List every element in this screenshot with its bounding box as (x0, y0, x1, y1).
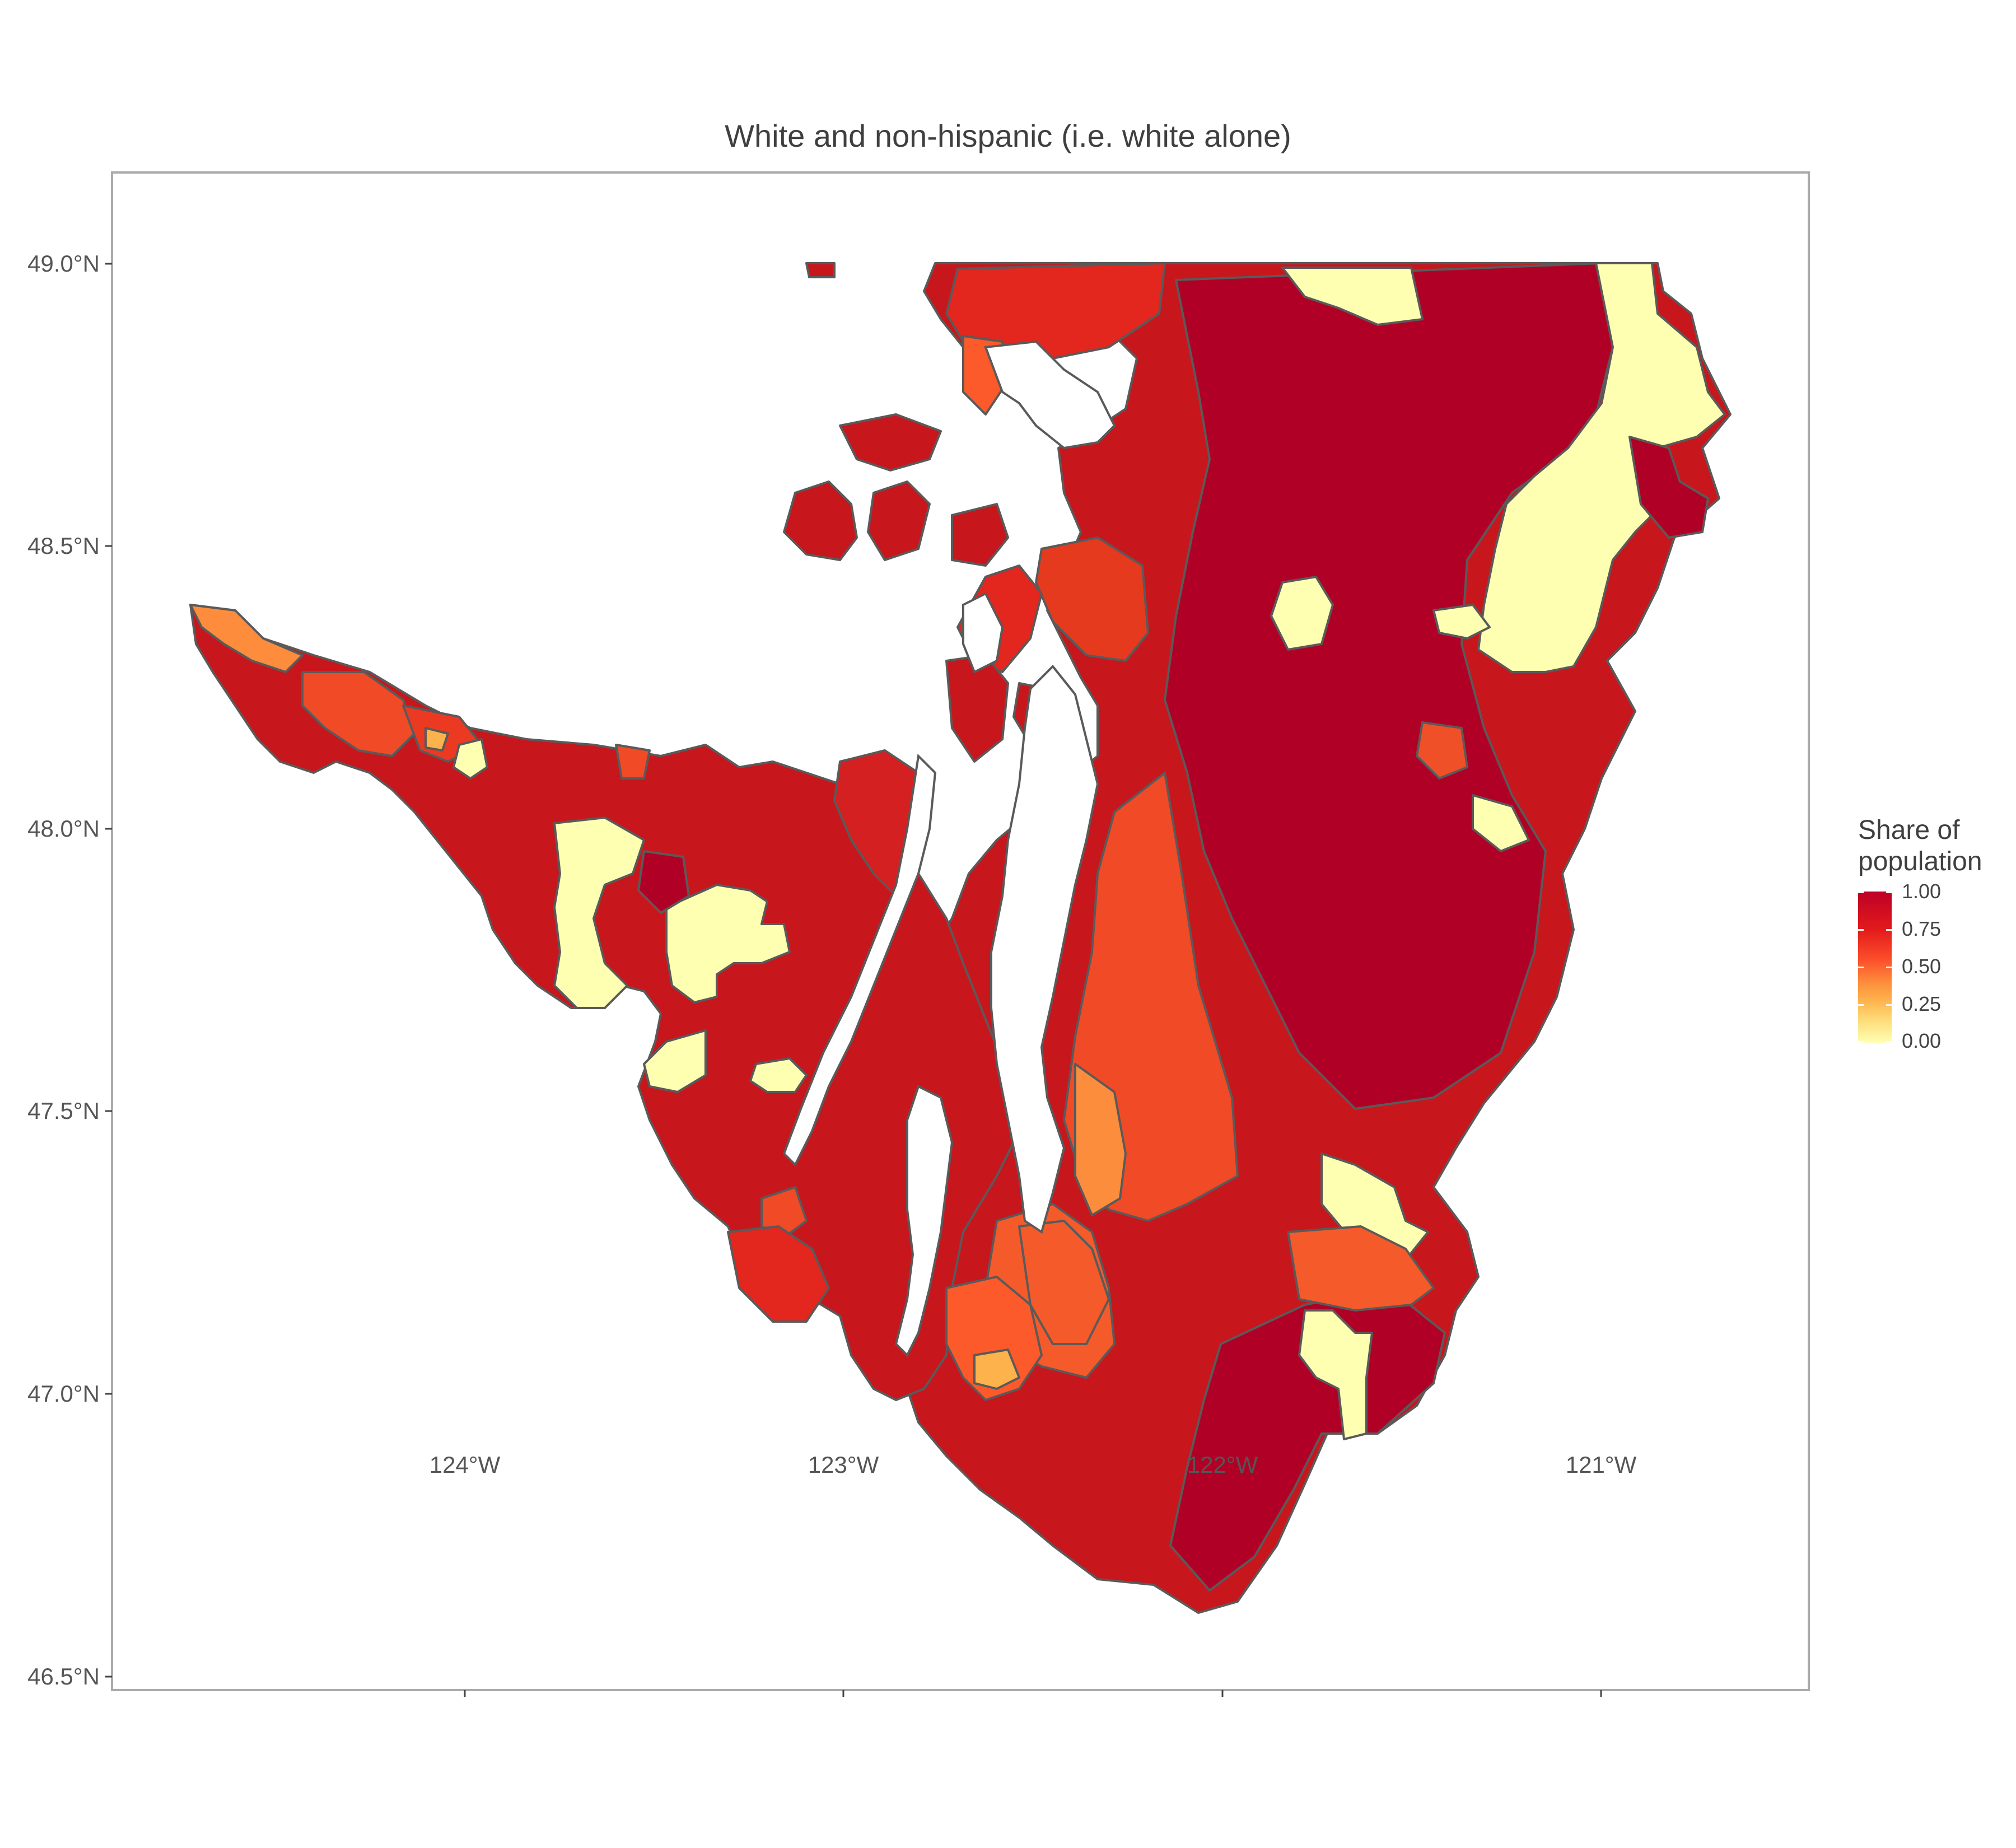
y-tick-label: 47.0°N (27, 1380, 100, 1407)
legend-title-line2: population (1858, 847, 1982, 876)
x-tick-label: 124°W (429, 1452, 501, 1478)
low-share-ne3 (1270, 576, 1334, 651)
region-polygons (189, 262, 1732, 1614)
axis-ticks (105, 263, 1602, 1697)
legend-tickmark (1858, 967, 1864, 968)
legend-tickmark (1858, 929, 1864, 931)
mid-share-se (1287, 1225, 1435, 1312)
low-share-ne4 (1432, 604, 1491, 640)
san-juan-island (783, 480, 858, 561)
legend-tick-label: 0.00 (1902, 1029, 1942, 1052)
fidalgo-island (951, 503, 1009, 567)
mason-county (727, 1225, 830, 1323)
legend-tickmark (1858, 1041, 1864, 1043)
lopez-island (867, 480, 931, 561)
color-legend: Share of population 1.00 0.75 0.50 0.25 … (1858, 815, 1982, 1052)
admiralty-inlet (962, 592, 1004, 674)
low-share-se2 (1298, 1309, 1373, 1440)
olympia-region (945, 1276, 1043, 1401)
chart-title: White and non-hispanic (i.e. white alone… (725, 118, 1291, 153)
legend-tickmark (1858, 892, 1864, 893)
legend-title-line1: Share of (1858, 815, 1960, 845)
low-share-olympic5 (749, 1057, 808, 1093)
legend-tickmark (1886, 1041, 1892, 1043)
lacey-pocket (973, 1348, 1020, 1390)
legend-tickmark (1886, 1004, 1892, 1006)
low-share-olympic3 (452, 738, 488, 780)
x-tick-label: 121°W (1565, 1452, 1637, 1478)
low-share-ne2 (1477, 262, 1726, 673)
high-share-ne-pocket (1628, 436, 1709, 539)
water-bodies (782, 340, 1116, 1357)
legend-tickmark (1886, 967, 1892, 968)
legend-tick-label: 0.25 (1902, 992, 1942, 1015)
legend-tickmark (1858, 1004, 1864, 1006)
low-share-ne5 (1472, 794, 1530, 852)
y-tick-label: 48.0°N (27, 815, 100, 842)
legend-title: Share of population (1858, 815, 1982, 878)
olympic-high-pocket (637, 850, 690, 914)
low-share-ne1 (1281, 267, 1424, 326)
y-tick-label: 49.0°N (27, 250, 100, 277)
legend-tick-label: 0.50 (1902, 955, 1942, 978)
port-angeles-east (615, 744, 651, 780)
y-tick-label: 47.5°N (27, 1098, 100, 1124)
y-tick-label: 48.5°N (27, 533, 100, 559)
puget-sound-main (990, 665, 1099, 1234)
neah-bay-region (301, 671, 416, 757)
orcas-island (839, 413, 942, 472)
thurston-east (1018, 1220, 1110, 1345)
legend-tickmark (1886, 892, 1892, 893)
sekiu-pocket (424, 727, 449, 752)
low-share-olympic2 (665, 884, 791, 1004)
legend-tick-label: 1.00 (1902, 880, 1942, 903)
northeast-region (1164, 262, 1614, 1110)
legend-tickmark (1886, 929, 1892, 931)
low-share-olympic4 (643, 1029, 707, 1093)
grays-harbor-mid (760, 1186, 808, 1239)
bellingham-bay (984, 340, 1116, 450)
legend-tick-label: 0.75 (1902, 917, 1942, 940)
x-tick-label: 122°W (1187, 1452, 1258, 1478)
x-tick-label: 123°W (808, 1452, 879, 1478)
kent-region (1074, 1063, 1127, 1216)
low-share-olympic1 (553, 816, 645, 1009)
hood-canal (782, 753, 937, 1167)
mid-share-east (1416, 721, 1468, 780)
cape-flattery (189, 604, 304, 673)
south-sound-inlets (894, 1085, 954, 1357)
y-tick-label: 46.5°N (27, 1663, 100, 1690)
point-roberts (805, 262, 836, 278)
